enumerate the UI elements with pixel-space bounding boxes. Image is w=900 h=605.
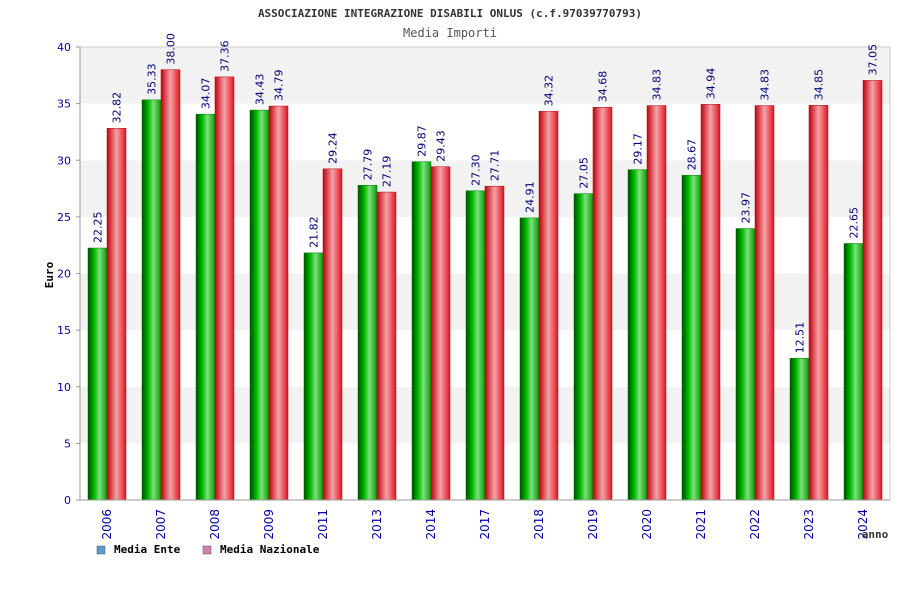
- legend-swatch-media-ente: [96, 545, 106, 555]
- data-label: 12.51: [794, 322, 807, 354]
- bar-media-nazionale: [862, 80, 883, 501]
- x-tick-label: 2020: [640, 509, 654, 540]
- x-tick-label: 2014: [424, 509, 438, 540]
- y-axis: 0 5 10 15 20 25 30 35 40: [57, 41, 81, 507]
- data-label: 27.71: [489, 150, 502, 182]
- bar-media-nazionale: [430, 166, 451, 501]
- bar-media-nazionale: [538, 111, 559, 501]
- bar-media-ente: [573, 193, 594, 501]
- data-label: 23.97: [740, 192, 753, 224]
- data-label: 21.82: [308, 216, 321, 248]
- bar-media-ente: [357, 185, 378, 501]
- data-label: 29.43: [435, 130, 448, 162]
- x-tick-label: 2009: [262, 509, 276, 540]
- x-tick-label: 2024: [856, 509, 870, 540]
- bar-media-ente: [681, 175, 702, 501]
- chart-title: ASSOCIAZIONE INTEGRAZIONE DISABILI ONLUS…: [258, 7, 642, 20]
- bar-media-nazionale: [646, 105, 667, 501]
- y-axis-label: Euro: [43, 261, 56, 288]
- bar-media-ente: [519, 217, 540, 501]
- x-tick-label: 2013: [370, 509, 384, 540]
- data-label: 34.94: [705, 68, 718, 100]
- data-label: 22.25: [92, 212, 105, 244]
- y-tick-label: 5: [64, 437, 71, 450]
- x-tick-label: 2022: [748, 509, 762, 540]
- y-tick-label: 35: [57, 98, 71, 111]
- data-label: 27.05: [578, 157, 591, 189]
- data-label: 37.05: [867, 44, 880, 76]
- data-label: 37.36: [219, 40, 232, 72]
- y-tick-label: 40: [57, 41, 71, 54]
- y-tick-label: 25: [57, 211, 71, 224]
- bar-media-ente: [195, 113, 216, 501]
- bar-media-nazionale: [106, 128, 127, 501]
- data-label: 27.30: [470, 154, 483, 186]
- bar-media-ente: [87, 247, 108, 501]
- data-label: 34.68: [597, 71, 610, 103]
- bars: 22.25 32.82 35.33 38.00 34.07 37.36 34.43 34.79…: [87, 33, 883, 501]
- bar-media-nazionale: [808, 105, 829, 501]
- y-tick-label: 20: [57, 268, 71, 281]
- x-axis-label: anno: [862, 528, 889, 541]
- bar-media-nazionale: [700, 104, 721, 501]
- legend-label-media-nazionale: Media Nazionale: [220, 543, 320, 556]
- data-label: 34.79: [273, 70, 286, 102]
- bar-media-nazionale: [754, 105, 775, 501]
- bar-media-ente: [141, 99, 162, 501]
- bar-media-nazionale: [268, 105, 289, 501]
- x-tick-label: 2007: [154, 509, 168, 540]
- bar-media-ente: [303, 252, 324, 501]
- bar-media-nazionale: [592, 106, 613, 501]
- x-tick-label: 2017: [478, 509, 492, 540]
- data-label: 27.79: [362, 149, 375, 181]
- bar-media-ente: [843, 243, 864, 501]
- data-label: 34.32: [543, 75, 556, 107]
- data-label: 22.65: [848, 207, 861, 239]
- data-label: 34.83: [651, 69, 664, 101]
- data-label: 34.07: [200, 78, 213, 110]
- legend-swatch-media-nazionale: [202, 545, 212, 555]
- bar-media-nazionale: [484, 185, 505, 501]
- x-tick-label: 2006: [100, 509, 114, 540]
- data-label: 29.87: [416, 125, 429, 157]
- data-label: 32.82: [111, 92, 124, 124]
- legend-label-media-ente: Media Ente: [114, 543, 181, 556]
- bar-media-ente: [465, 190, 486, 501]
- data-label: 34.85: [813, 69, 826, 101]
- x-tick-label: 2011: [316, 509, 330, 540]
- x-tick-label: 2008: [208, 509, 222, 540]
- x-tick-label: 2021: [694, 509, 708, 540]
- data-label: 38.00: [165, 33, 178, 65]
- data-label: 28.67: [686, 139, 699, 171]
- data-label: 27.19: [381, 156, 394, 188]
- bar-media-nazionale: [322, 168, 343, 501]
- bar-media-ente: [249, 109, 270, 501]
- x-tick-label: 2023: [802, 509, 816, 540]
- bar-media-ente: [735, 228, 756, 501]
- x-axis: 2006 2007 2008 2009 2011 2013 2014 2017 2018 2019…: [80, 499, 890, 540]
- chart-subtitle: Media Importi: [403, 26, 497, 40]
- bar-media-nazionale: [160, 69, 181, 501]
- y-tick-label: 0: [64, 494, 71, 507]
- data-label: 29.17: [632, 133, 645, 165]
- x-tick-label: 2019: [586, 509, 600, 540]
- bar-media-ente: [789, 358, 810, 501]
- legend: Media Ente Media Nazionale: [96, 543, 320, 556]
- y-tick-label: 30: [57, 154, 71, 167]
- y-tick-label: 10: [57, 381, 71, 394]
- data-label: 34.43: [254, 74, 267, 106]
- data-label: 24.91: [524, 181, 537, 213]
- data-label: 35.33: [146, 63, 159, 95]
- y-tick-label: 15: [57, 324, 71, 337]
- x-tick-label: 2018: [532, 509, 546, 540]
- bar-media-ente: [627, 169, 648, 501]
- bar-media-nazionale: [376, 191, 397, 501]
- data-label: 29.24: [327, 132, 340, 164]
- data-label: 34.83: [759, 69, 772, 101]
- bar-media-nazionale: [214, 76, 235, 501]
- bar-media-ente: [411, 161, 432, 501]
